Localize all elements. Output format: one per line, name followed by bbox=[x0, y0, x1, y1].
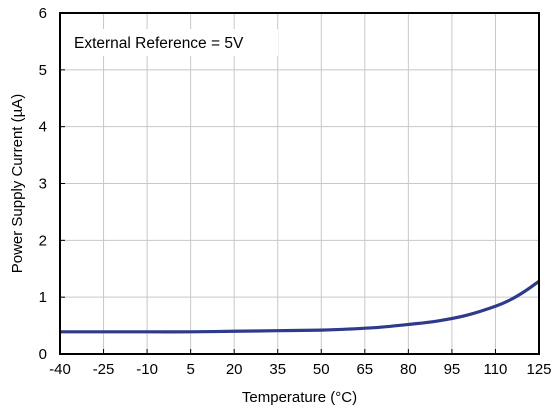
x-tick-label: -10 bbox=[136, 361, 158, 378]
x-axis-title: Temperature (°C) bbox=[242, 389, 357, 406]
y-axis-title: Power Supply Current (µA) bbox=[9, 94, 26, 274]
x-tick-label: 125 bbox=[526, 361, 551, 378]
x-tick-label: 95 bbox=[444, 361, 461, 378]
x-tick-labels: -40 -25 -10 5 20 35 50 65 80 95 110 125 bbox=[49, 361, 551, 378]
y-tick-labels: 0 1 2 3 4 5 6 bbox=[39, 5, 47, 363]
chart-annotation: External Reference = 5V bbox=[74, 35, 244, 52]
x-tick-label: 110 bbox=[483, 361, 507, 378]
annotation-background bbox=[68, 29, 278, 56]
x-tick-label: 80 bbox=[400, 361, 417, 378]
y-tick-label: 5 bbox=[39, 62, 47, 79]
y-tick-label: 6 bbox=[39, 5, 47, 22]
series-layer bbox=[60, 279, 540, 334]
y-tick-label: 0 bbox=[39, 346, 47, 363]
x-tick-label: 50 bbox=[313, 361, 330, 378]
gridlines bbox=[60, 13, 539, 354]
x-tick-label: 65 bbox=[356, 361, 373, 378]
tick-marks bbox=[59, 12, 540, 355]
y-tick-label: 1 bbox=[39, 289, 47, 306]
y-tick-label: 4 bbox=[39, 119, 47, 136]
series-line bbox=[60, 279, 540, 334]
y-tick-label: 2 bbox=[39, 232, 47, 249]
y-tick-label: 3 bbox=[39, 176, 47, 193]
x-tick-label: 35 bbox=[269, 361, 286, 378]
x-tick-label: -40 bbox=[49, 361, 71, 378]
x-tick-label: -25 bbox=[93, 361, 115, 378]
x-tick-label: 5 bbox=[186, 361, 194, 378]
x-tick-label: 20 bbox=[226, 361, 243, 378]
